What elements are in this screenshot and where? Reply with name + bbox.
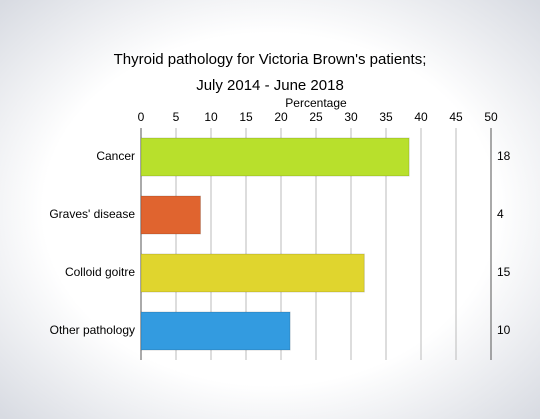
count-label: 18 [497,149,511,163]
x-tick-label: 15 [239,110,253,124]
x-tick-label: 40 [414,110,428,124]
chart-title: Thyroid pathology for Victoria Brown's p… [114,51,427,68]
bar [140,311,291,351]
x-tick-label: 50 [484,110,498,124]
bar [140,195,201,235]
count-label: 10 [497,323,511,337]
y-tick-label: Cancer [96,149,135,163]
x-tick-label: 35 [379,110,393,124]
x-tick-label: 30 [344,110,358,124]
bar [140,137,410,177]
x-tick-label: 20 [274,110,288,124]
y-tick-label: Colloid goitre [65,265,135,279]
x-tick-label: 5 [173,110,180,124]
y-tick-label: Other pathology [50,323,135,337]
x-tick-label: 10 [204,110,218,124]
chart-subtitle: July 2014 - June 2018 [196,77,344,94]
x-tick-label: 25 [309,110,323,124]
x-tick-label: 45 [449,110,463,124]
x-axis-label: Percentage [285,96,347,110]
y-tick-label: Graves' disease [49,207,135,221]
bar [140,253,365,293]
count-label: 4 [497,207,504,221]
x-tick-label: 0 [138,110,145,124]
count-label: 15 [497,265,511,279]
